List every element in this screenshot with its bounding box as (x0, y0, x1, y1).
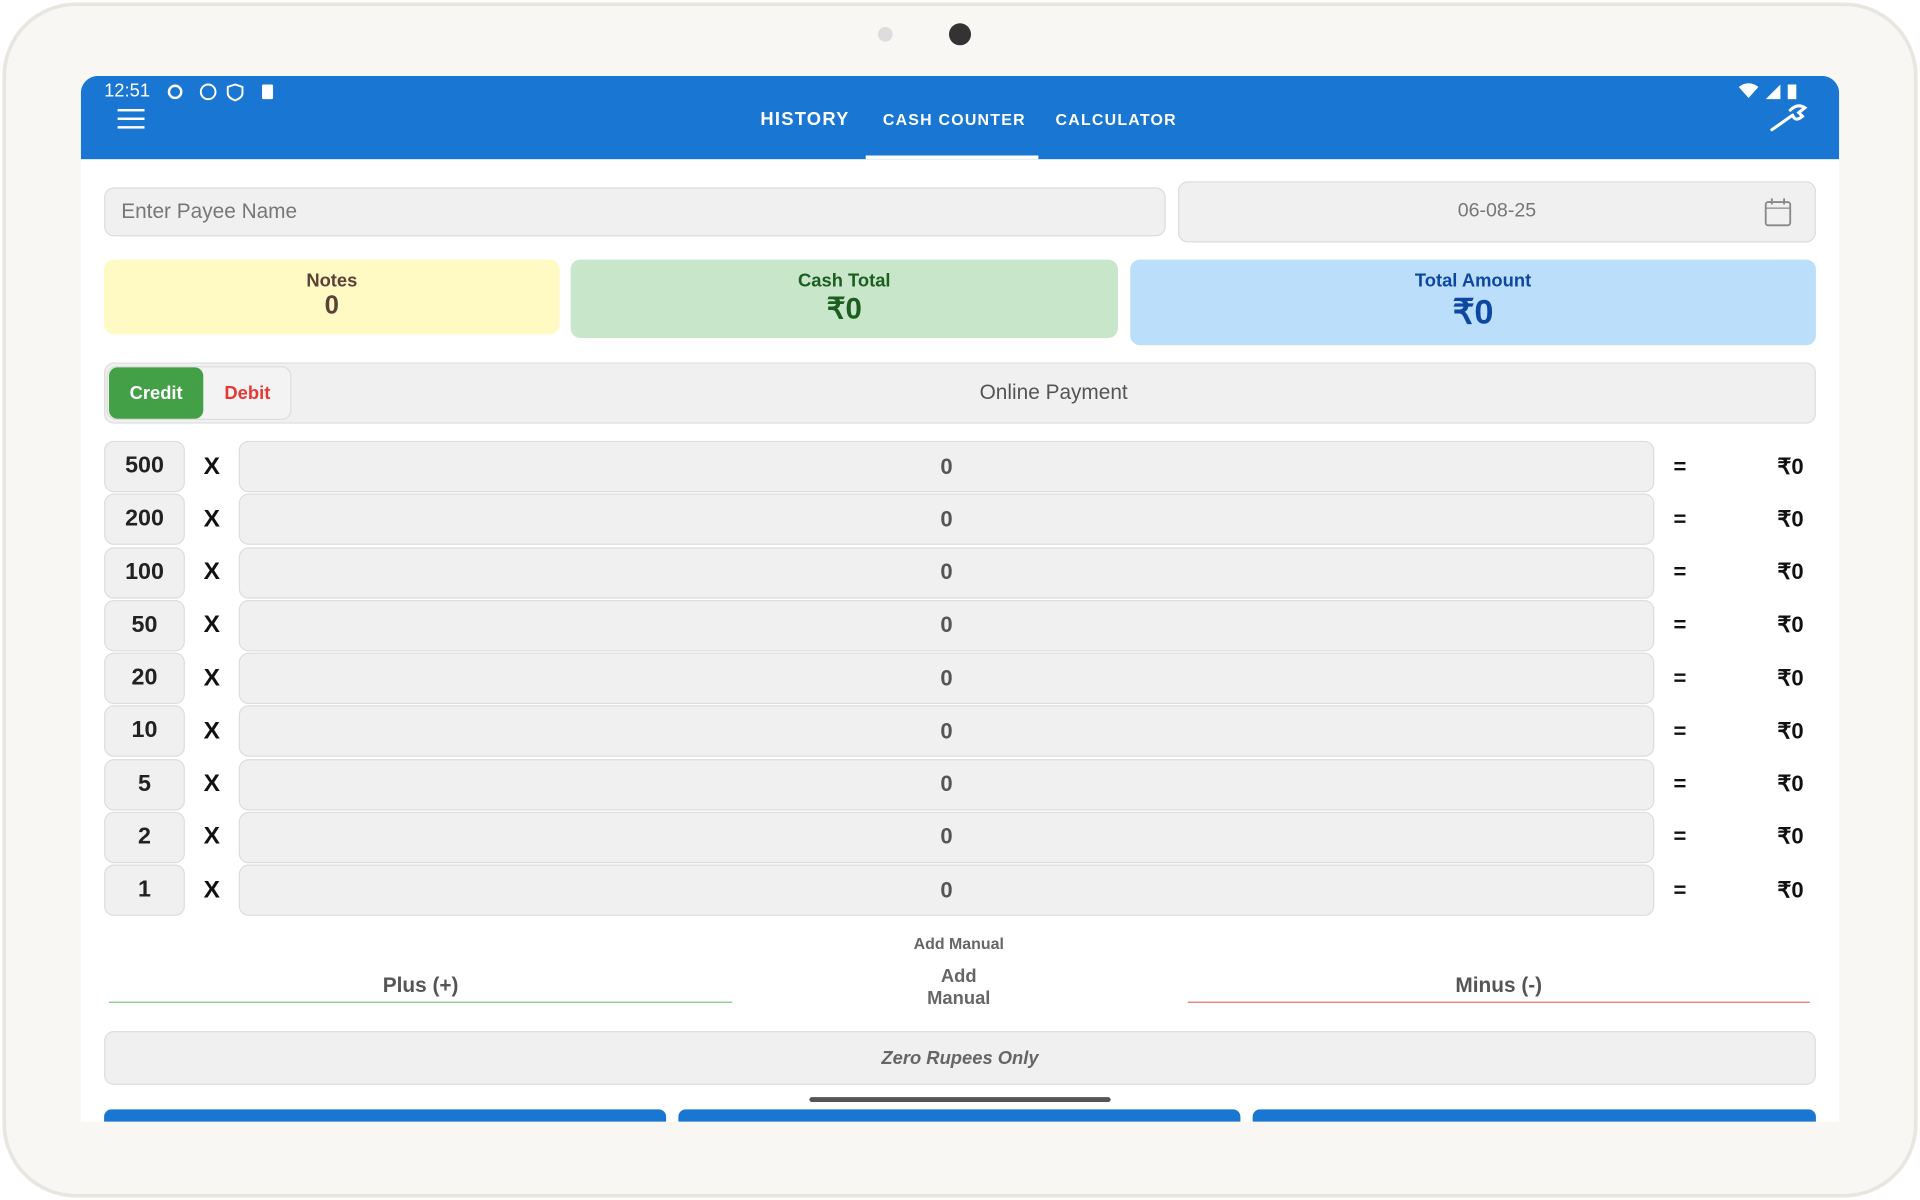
count-input[interactable]: 0 (238, 705, 1655, 758)
equals-sign: = (1673, 506, 1687, 532)
row-amount: ₹0 (1777, 824, 1804, 849)
sensor (877, 26, 893, 42)
times-sign: X (203, 717, 221, 745)
denomination: 5 (104, 758, 185, 811)
denomination: 10 (104, 705, 185, 758)
status-right-icons (1738, 83, 1797, 100)
online-payment-input[interactable]: Online Payment (979, 380, 1128, 405)
debit-button[interactable]: Debit (224, 382, 271, 404)
calendar-icon[interactable] (1763, 196, 1792, 228)
card-label: Total Amount (1414, 270, 1532, 292)
label: Manual (927, 988, 991, 1009)
count-input[interactable]: 0 (238, 493, 1655, 546)
count-input[interactable]: 0 (238, 546, 1655, 599)
equals-sign: = (1673, 612, 1687, 638)
bottom-button[interactable] (1252, 1109, 1816, 1122)
row-amount: ₹0 (1777, 771, 1804, 796)
count-input[interactable]: 0 (238, 864, 1655, 916)
settings-button[interactable] (1768, 103, 1810, 135)
card-label: Notes (306, 270, 358, 292)
times-sign: X (203, 823, 221, 851)
equals-sign: = (1673, 453, 1687, 479)
app-bar: 12:51 HISTORY CASH COUNTER CALCULATOR (80, 75, 1840, 160)
label: Add (940, 966, 977, 987)
card-value: ₹0 (826, 292, 862, 326)
times-sign: X (203, 505, 221, 533)
times-sign: X (203, 770, 221, 798)
minus-input[interactable]: Minus (-) (1455, 973, 1543, 997)
equals-sign: = (1673, 665, 1687, 691)
row-amount: ₹0 (1777, 665, 1804, 691)
row-amount: ₹0 (1777, 877, 1804, 902)
equals-sign: = (1673, 824, 1687, 849)
payment-bar (104, 362, 1816, 424)
denomination: 500 (104, 440, 185, 493)
add-manual-button[interactable]: Add Manual (836, 966, 1081, 1010)
denomination: 50 (104, 599, 185, 652)
notes-card: Notes 0 (104, 259, 560, 335)
count-input[interactable]: 0 (238, 440, 1655, 493)
times-sign: X (203, 664, 221, 692)
bottom-button[interactable] (678, 1109, 1241, 1122)
amount-in-words: Zero Rupees Only (104, 1031, 1816, 1085)
bottom-button[interactable] (104, 1109, 667, 1122)
row-amount: ₹0 (1777, 506, 1804, 532)
menu-button[interactable] (117, 108, 147, 130)
status-icons (167, 83, 274, 102)
equals-sign: = (1673, 559, 1687, 585)
tab[interactable]: HISTORY (760, 108, 850, 130)
card-label: Cash Total (798, 270, 891, 292)
status-time: 12:51 (104, 80, 151, 102)
credit-button[interactable]: Credit (108, 367, 204, 419)
camera (948, 23, 972, 46)
equals-sign: = (1673, 718, 1687, 743)
payee-input[interactable]: Enter Payee Name (104, 187, 1166, 237)
denomination: 2 (104, 811, 185, 863)
plus-underline (108, 1001, 733, 1003)
equals-sign: = (1673, 771, 1687, 796)
count-input[interactable]: 0 (238, 652, 1655, 705)
date-input[interactable]: 06-08-25 (1177, 181, 1816, 243)
row-amount: ₹0 (1777, 453, 1804, 479)
row-amount: ₹0 (1777, 612, 1804, 638)
count-input[interactable]: 0 (238, 758, 1655, 811)
times-sign: X (203, 452, 221, 480)
home-indicator (809, 1097, 1111, 1103)
total-amount-card: Total Amount ₹0 (1130, 259, 1816, 346)
tab-indicator (865, 155, 1039, 160)
denomination: 1 (104, 864, 185, 916)
denomination: 100 (104, 546, 185, 599)
times-sign: X (203, 876, 221, 904)
row-amount: ₹0 (1777, 718, 1804, 743)
cash-total-card: Cash Total ₹0 (570, 259, 1118, 338)
count-input[interactable]: 0 (238, 599, 1655, 652)
tab-selected[interactable]: CASH COUNTER (882, 110, 1026, 129)
plus-input[interactable]: Plus (+) (382, 973, 459, 997)
screen: 12:51 HISTORY CASH COUNTER CALCULATOR En… (80, 75, 1840, 1122)
minus-underline (1187, 1001, 1810, 1003)
times-sign: X (203, 611, 221, 639)
denomination: 20 (104, 652, 185, 705)
times-sign: X (203, 558, 221, 586)
card-value: ₹0 (1452, 292, 1494, 331)
equals-sign: = (1673, 877, 1687, 902)
tab[interactable]: CALCULATOR (1055, 110, 1177, 129)
card-value: 0 (324, 291, 339, 320)
row-amount: ₹0 (1777, 559, 1804, 585)
add-manual-title: Add Manual (913, 933, 1004, 953)
count-input[interactable]: 0 (238, 811, 1655, 863)
denomination: 200 (104, 493, 185, 546)
